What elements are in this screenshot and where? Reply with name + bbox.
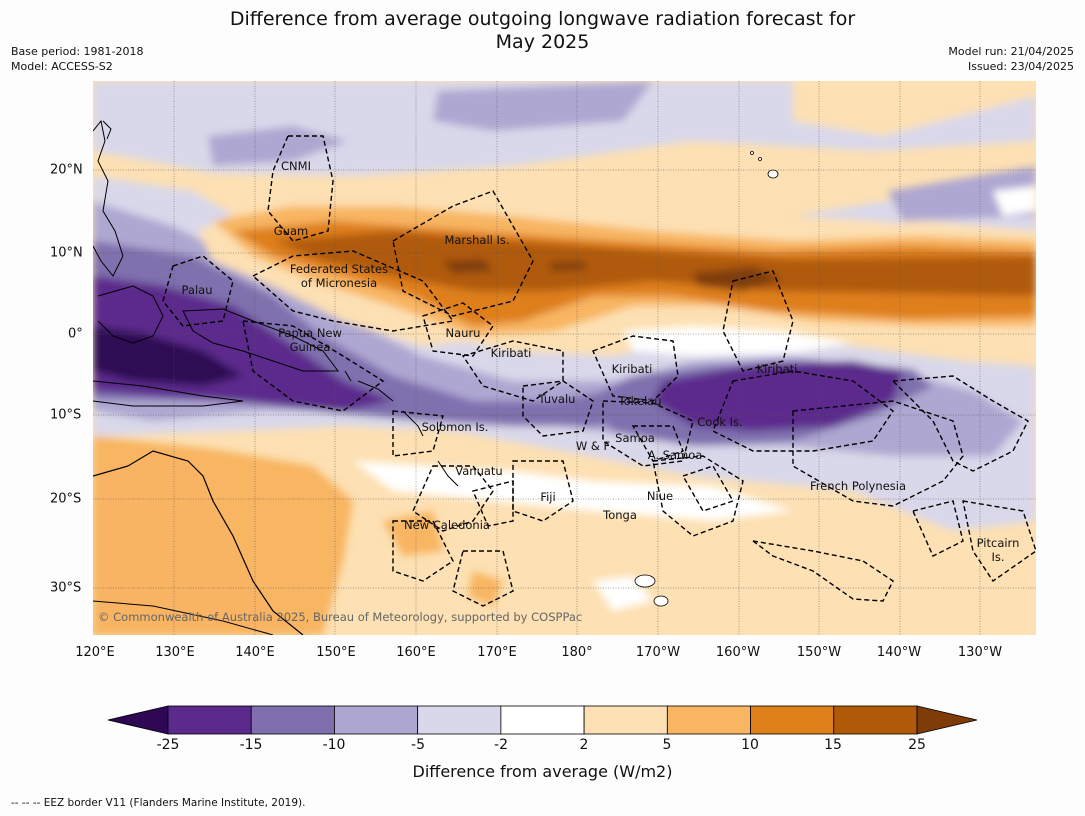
colorbar-segment	[666, 705, 751, 735]
colorbar-label: 10	[741, 737, 759, 753]
label-tonga: Tonga	[602, 508, 637, 522]
y-tick: 20°S	[50, 491, 82, 507]
label-png-2: Guinea	[290, 340, 331, 354]
y-tick: 10°S	[50, 407, 82, 423]
chart-title: Difference from average outgoing longwav…	[0, 8, 1085, 54]
coastlines	[93, 119, 459, 487]
eez-footer-note: -- -- -- EEZ border V11 (Flanders Marine…	[11, 797, 306, 809]
meta-left: Base period: 1981-2018 Model: ACCESS-S2	[11, 44, 143, 74]
title-line-1: Difference from average outgoing longwav…	[229, 8, 856, 30]
label-french-polynesia: French Polynesia	[810, 479, 906, 493]
x-tick: 130°E	[155, 645, 195, 660]
colorbar-label: -10	[322, 737, 346, 753]
label-marshall: Marshall Is.	[444, 233, 509, 247]
australia-landmass	[93, 450, 304, 635]
label-wf: W & F	[576, 439, 610, 453]
label-solomon: Solomon Is.	[422, 420, 489, 434]
colorbar-segment	[334, 705, 419, 735]
label-kiribati-east: Kiribati	[757, 362, 798, 376]
label-png-1: Papua New	[278, 326, 342, 340]
label-fsm-2: of Micronesia	[301, 276, 377, 290]
issued-date: Issued: 23/04/2025	[967, 60, 1074, 73]
eez-borders	[162, 135, 1036, 607]
label-samoa: Samoa	[615, 431, 655, 445]
colorbar-label: 15	[824, 737, 842, 753]
label-niue: Niue	[647, 489, 673, 503]
olr-map: CNMI Guam Marshall Is. Federated States …	[93, 81, 1036, 635]
colorbar-under-arrow	[107, 705, 169, 735]
title-line-2: May 2025	[495, 31, 590, 53]
x-tick: 140°E	[235, 645, 275, 660]
small-islands	[634, 151, 779, 607]
label-fsm-1: Federated States	[290, 262, 388, 276]
y-tick: 10°N	[50, 245, 83, 261]
colorbar-title: Difference from average (W/m2)	[412, 762, 673, 781]
label-tuvalu: Tuvalu	[538, 392, 576, 406]
label-nauru: Nauru	[446, 326, 481, 340]
region-labels: CNMI Guam Marshall Is. Federated States …	[182, 159, 1020, 564]
copyright-notice: © Commonwealth of Australia 2025, Bureau…	[98, 610, 582, 624]
colorbar-label: 5	[662, 737, 672, 753]
label-pitcairn-2: Is.	[991, 550, 1004, 564]
colorbar-segment	[167, 705, 252, 735]
base-period: Base period: 1981-2018	[11, 45, 144, 58]
x-tick: 130°W	[957, 645, 1003, 660]
graticule	[93, 81, 1036, 635]
label-palau: Palau	[182, 283, 213, 297]
anomaly-field	[93, 81, 1036, 635]
label-tokelau: Tokelau	[618, 394, 662, 408]
colorbar	[107, 705, 978, 735]
colorbar-segment	[583, 705, 668, 735]
colorbar-segment	[417, 705, 502, 735]
label-cnmi: CNMI	[281, 159, 311, 173]
colorbar-over-arrow	[916, 705, 978, 735]
x-tick: 150°W	[796, 645, 842, 660]
colorbar-label: 25	[908, 737, 926, 753]
label-pitcairn-1: Pitcairn	[977, 536, 1020, 550]
colorbar-segment	[500, 705, 585, 735]
x-tick: 140°W	[876, 645, 922, 660]
label-guam: Guam	[274, 224, 308, 238]
label-fiji: Fiji	[540, 490, 555, 504]
label-new-caledonia: New Caledonia	[404, 518, 490, 532]
x-tick: 170°E	[477, 645, 517, 660]
colorbar-label: -25	[156, 737, 180, 753]
label-kiribati-central: Kiribati	[612, 362, 653, 376]
colorbar-label: -5	[411, 737, 425, 753]
y-tick: 20°N	[50, 162, 83, 178]
meta-right: Model run: 21/04/2025 Issued: 23/04/2025	[948, 44, 1074, 74]
model-run: Model run: 21/04/2025	[948, 45, 1074, 58]
x-tick: 160°E	[396, 645, 436, 660]
label-asamoa: A. Samoa	[648, 448, 703, 462]
colorbar-segment	[833, 705, 918, 735]
colorbar-label: -2	[494, 737, 508, 753]
colorbar-segment	[250, 705, 335, 735]
model-name: Model: ACCESS-S2	[11, 60, 113, 73]
colorbar-label: 2	[579, 737, 589, 753]
x-tick: 170°W	[635, 645, 681, 660]
label-kiribati-west: Kiribati	[491, 346, 532, 360]
label-vanuatu: Vanuatu	[455, 464, 502, 478]
x-tick: 160°W	[715, 645, 761, 660]
y-tick: 30°S	[50, 580, 82, 596]
label-cook: Cook Is.	[697, 415, 742, 429]
colorbar-segment	[750, 705, 835, 735]
x-tick: 150°E	[316, 645, 356, 660]
x-tick: 120°E	[75, 645, 115, 660]
x-tick: 180°	[561, 645, 593, 660]
colorbar-label: -15	[239, 737, 263, 753]
y-tick: 0°	[68, 326, 83, 342]
